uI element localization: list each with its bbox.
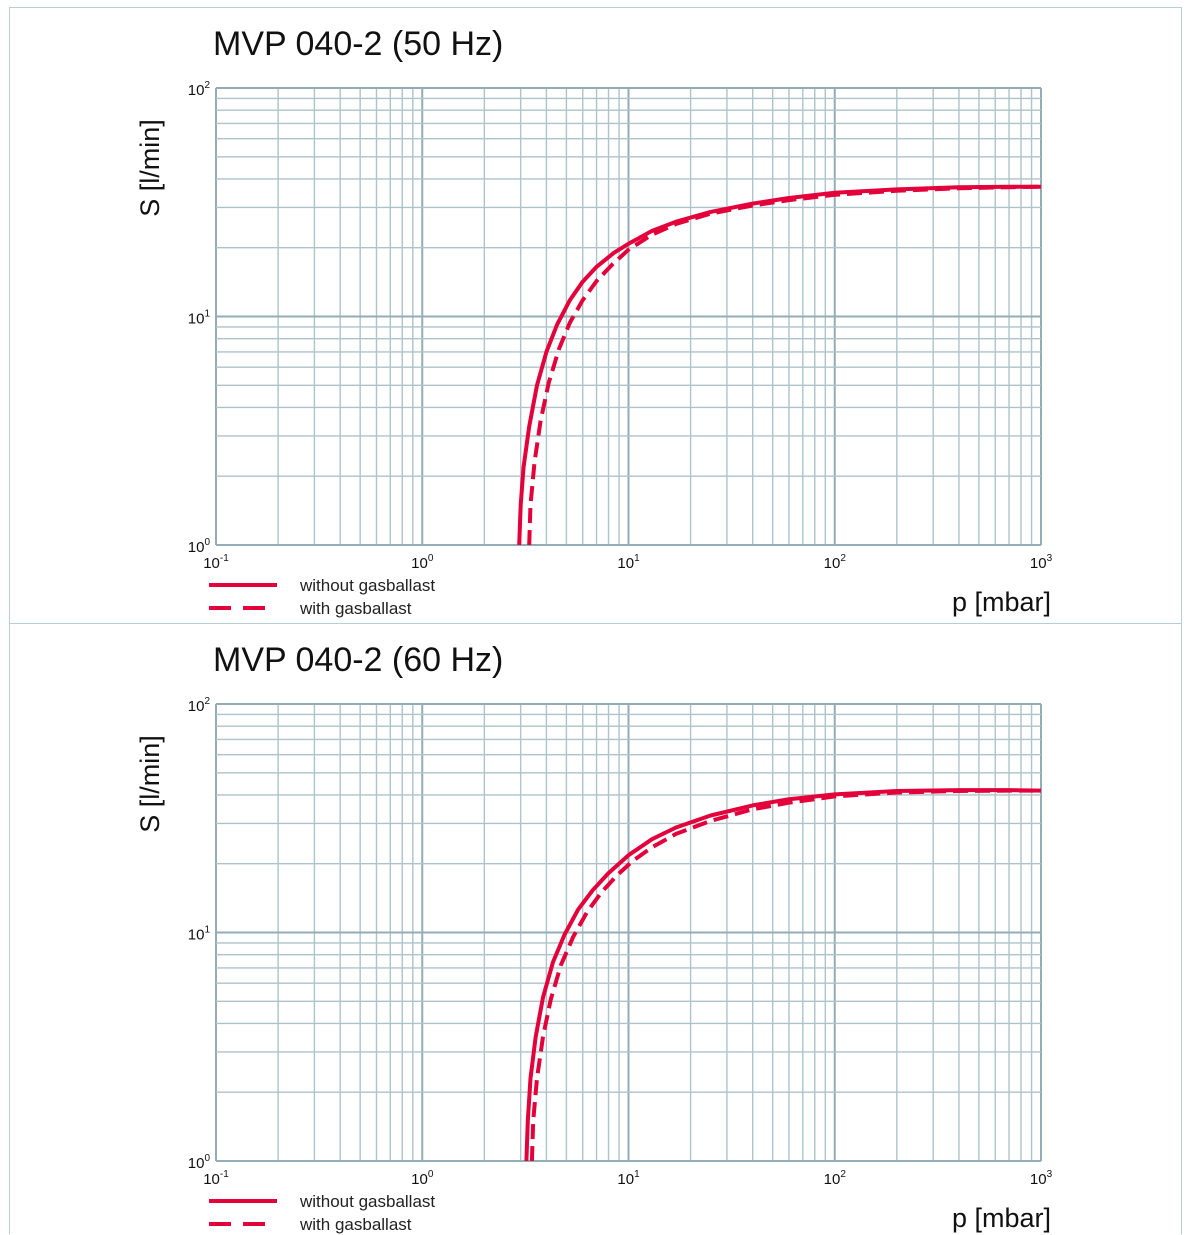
series-line-with-gasballast bbox=[529, 788, 1041, 1161]
legend-label: with gasballast bbox=[299, 1215, 412, 1234]
y-tick-label: 100 bbox=[188, 1153, 211, 1172]
grid bbox=[215, 87, 1042, 546]
chart-60hz: MVP 040-2 (60 Hz)10-1 100 101 102 1031001011… bbox=[135, 641, 1053, 1234]
y-tick-label: 100 bbox=[188, 537, 211, 556]
y-axis-label: S [l/min] bbox=[135, 119, 165, 217]
legend: without gasballast with gasballast bbox=[209, 576, 435, 618]
y-tick-label: 101 bbox=[188, 925, 211, 944]
chart-panel-60hz: MVP 040-2 (60 Hz) 10-1 100 101 102 103 100 101 1… bbox=[9, 623, 1182, 1234]
x-tick-label: 10-1 bbox=[203, 1169, 229, 1188]
x-tick-label: 102 bbox=[824, 1169, 847, 1188]
x-tick-label: 10-1 bbox=[203, 553, 229, 572]
x-tick-label: 100 bbox=[411, 553, 434, 572]
grid bbox=[215, 703, 1042, 1162]
series-line-without-gasballast bbox=[524, 788, 1041, 1161]
y-tick-label: 102 bbox=[188, 80, 211, 99]
legend: without gasballast with gasballast bbox=[209, 1192, 435, 1234]
chart-panel-50hz: MVP 040-2 (50 Hz) 10-1 100 101 102 103 100 101 1… bbox=[9, 7, 1182, 624]
chart-title: MVP 040-2 (60 Hz) bbox=[213, 641, 503, 679]
x-tick-label: 103 bbox=[1030, 553, 1053, 572]
legend-label: without gasballast bbox=[299, 1192, 435, 1211]
x-axis-label: p [mbar] bbox=[952, 1203, 1051, 1233]
y-axis-label: S [l/min] bbox=[135, 735, 165, 833]
y-tick-label: 102 bbox=[188, 696, 211, 715]
x-axis-label: p [mbar] bbox=[952, 587, 1051, 617]
chart-50hz: MVP 040-2 (50 Hz)10-1 100 101 102 1031001011… bbox=[135, 25, 1053, 618]
x-tick-label: 103 bbox=[1030, 1169, 1053, 1188]
x-tick-label: 102 bbox=[824, 553, 847, 572]
x-tick-label: 100 bbox=[411, 1169, 434, 1188]
x-tick-label: 101 bbox=[617, 1169, 640, 1188]
series-line-without-gasballast bbox=[517, 184, 1041, 545]
series-line-with-gasballast bbox=[527, 184, 1041, 545]
legend-label: with gasballast bbox=[299, 599, 412, 618]
x-tick-label: 101 bbox=[617, 553, 640, 572]
y-tick-label: 101 bbox=[188, 309, 211, 328]
legend-label: without gasballast bbox=[299, 576, 435, 595]
chart-title: MVP 040-2 (50 Hz) bbox=[213, 25, 503, 63]
